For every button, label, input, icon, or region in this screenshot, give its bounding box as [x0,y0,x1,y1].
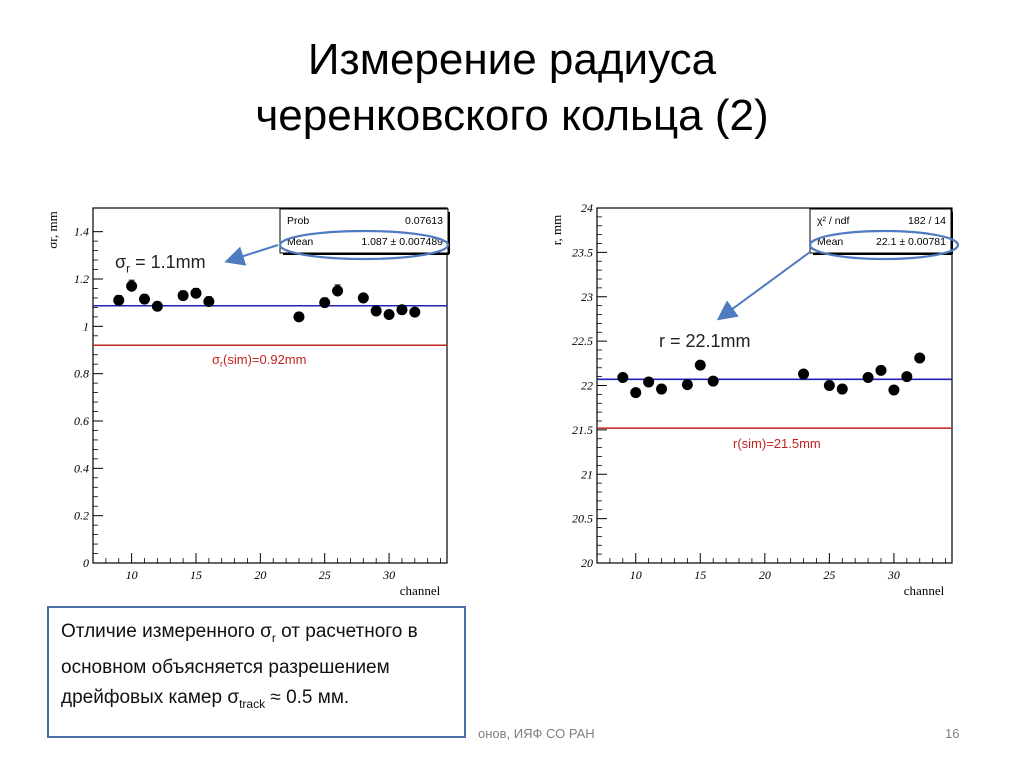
y-tick-label: 24 [581,201,593,215]
x-tick-label: 10 [126,568,138,582]
y-tick-label: 0.4 [74,461,89,475]
x-tick-label: 30 [887,568,900,582]
data-point [901,371,913,383]
y-axis-label: σr, mm [45,211,60,249]
x-axis-label: channel [904,583,945,598]
stats-value: 1.087 ± 0.007489 [361,236,443,248]
y-tick-label: 22 [581,379,593,393]
sigma-annotation-base: σ [115,252,127,272]
sigma-annotation-sub: r [126,261,131,276]
y-tick-label: 21 [581,467,593,481]
y-tick-label: 20 [581,556,593,570]
note-sub-2: track [239,696,266,711]
x-axis-label: channel [400,583,441,598]
stats-name: Mean [817,236,843,248]
callout-arrow [716,251,811,321]
stats-name: Prob [287,215,309,227]
data-point [681,379,693,391]
highlight-ellipse [278,229,450,261]
data-point [707,375,719,387]
stats-value: 0.07613 [405,215,443,227]
x-tick-label: 15 [694,568,706,582]
stats-value: 182 / 14 [908,215,946,227]
callout-arrow [224,244,279,266]
y-tick-label: 1.2 [74,272,89,286]
x-tick-label: 25 [319,568,331,582]
data-point [875,364,887,376]
y-tick-label: 23.5 [572,245,593,259]
y-axis-label: r, mm [549,215,564,246]
data-point [138,293,150,305]
sim-label: σr(sim)=0.92mm [212,352,306,369]
y-tick-label: 0.2 [74,509,89,523]
y-tick-label: 20.5 [572,512,593,526]
x-tick-label: 15 [190,568,202,582]
page-number: 16 [945,726,960,741]
note-text-2: от расчетного в основном объясняется раз… [61,621,418,708]
data-point [177,290,189,302]
data-point [630,387,642,399]
title-line-1: Измерение радиуса [307,35,717,84]
x-tick-label: 10 [630,568,642,582]
x-tick-label: 30 [382,568,395,582]
data-point [409,306,421,318]
footer-text: онов, ИЯФ СО РАН [478,726,595,741]
stats-name: χ² / ndf [817,215,849,227]
data-point [203,295,215,307]
stats-value: 22.1 ± 0.00781 [876,236,946,248]
data-point [370,305,382,317]
data-point [357,292,369,304]
y-tick-label: 22.5 [572,334,593,348]
y-tick-label: 0 [83,556,89,570]
plot-frame [92,207,448,564]
sim-label: r(sim)=21.5mm [733,436,821,451]
sigma-annotation: σr = 1.1mm [115,252,206,276]
data-point [383,309,395,320]
data-point [798,368,810,380]
y-tick-label: 1.4 [74,225,89,239]
x-tick-label: 20 [254,568,266,582]
highlight-ellipse [808,229,960,261]
data-point [823,380,835,391]
sigma-annotation-rest: = 1.1mm [130,252,206,272]
data-point [190,287,202,299]
note-text-3: ≈ 0.5 мм. [265,686,350,708]
data-point [293,311,305,323]
title-line-2: черенковского кольца (2) [255,91,769,140]
data-point [694,359,706,371]
note-sub-1: r [271,630,276,645]
stats-name: Mean [287,236,313,248]
x-tick-label: 25 [823,568,835,582]
x-tick-label: 20 [759,568,771,582]
y-tick-label: 23 [581,290,593,304]
sigma-r-chart: 0 0.2 0.4 0.6 0.8 1 1.2 1.4 10 15 20 25 30 channel σr,… [45,207,450,598]
data-point [151,300,163,312]
y-tick-label: 0.6 [74,414,89,428]
data-point [126,280,138,292]
data-point [914,352,926,364]
data-point [617,372,629,384]
data-point [396,304,408,316]
explanation-box: Отличие измеренного σr от расчетного в о… [47,606,466,738]
y-tick-label: 0.8 [74,367,89,381]
note-text-1: Отличие измеренного σ [61,621,272,642]
data-point [643,376,655,388]
data-point [836,383,848,395]
radius-annotation: r = 22.1mm [659,331,751,351]
data-point [319,297,331,309]
slide-title: Измерение радиуса черенковского кольца (… [0,32,1024,144]
data-point [656,383,668,395]
y-tick-label: 21.5 [572,423,593,437]
radius-chart: 20 20.5 21 21.5 22 22.5 23 23.5 24 10 15 20 25 30 chan… [549,201,960,598]
data-point [113,294,125,306]
data-point [332,285,344,297]
data-point [888,384,900,396]
data-point [862,372,874,384]
y-tick-label: 1 [83,319,89,333]
